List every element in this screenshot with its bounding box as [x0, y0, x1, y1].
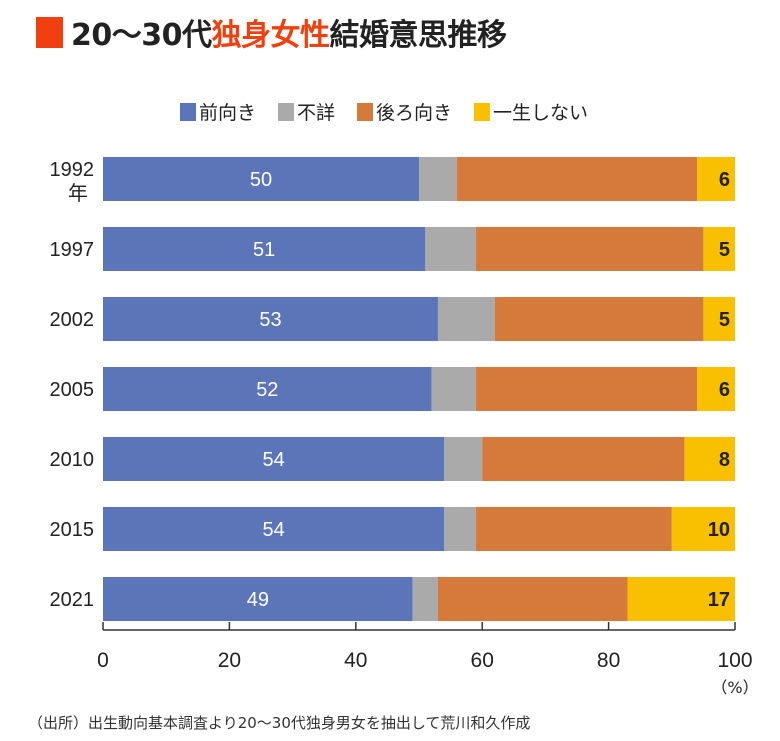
bar-segment [103, 367, 432, 411]
data-label: 49 [247, 589, 269, 611]
category-label-suffix: 年 [68, 181, 88, 205]
bar-segment [103, 507, 445, 551]
bar-segment [494, 297, 704, 341]
legend-label: 不詳 [297, 102, 336, 124]
category-label: 2010 [50, 449, 95, 471]
data-label: 51 [253, 239, 275, 261]
data-label: 53 [259, 309, 281, 331]
title-prefix: 20〜30代 [71, 18, 212, 53]
bar-segment [703, 227, 735, 271]
bar-segment [627, 577, 735, 621]
bar-segment [475, 367, 698, 411]
bar-segment [475, 507, 672, 551]
bar-segment [103, 157, 419, 201]
bar-segment [437, 577, 628, 621]
title-highlight: 独身女性 [211, 18, 331, 53]
bar-segment [475, 227, 704, 271]
category-label: 1997 [50, 239, 95, 261]
x-tick-label: 40 [344, 649, 367, 672]
bar-segment [437, 297, 495, 341]
bar-segment [419, 157, 457, 201]
x-unit-label: （%） [711, 678, 758, 697]
data-label: 54 [263, 449, 285, 471]
legend-item: 一生しない [474, 98, 588, 125]
x-tick-label: 80 [597, 649, 620, 672]
chart-title: 20〜30代 独身女性 結婚意思推移 [36, 10, 507, 54]
bar-segment [697, 367, 735, 411]
title-marker [36, 16, 63, 48]
bar-segment [103, 297, 438, 341]
legend-item: 不詳 [278, 98, 335, 125]
legend-label: 前向き [199, 102, 257, 124]
category-label: 2002 [50, 309, 95, 331]
bar-segment [703, 297, 735, 341]
data-label: 17 [708, 589, 730, 611]
category-label: 2021 [50, 589, 95, 611]
data-label: 6 [719, 379, 730, 401]
legend-swatch [278, 102, 295, 121]
category-label: 2005 [50, 379, 95, 401]
category-label: 2015 [50, 519, 95, 541]
category-label: 1992 [50, 159, 95, 181]
bar-segment [425, 227, 476, 271]
bar-segment [456, 157, 698, 201]
legend-swatch [357, 102, 374, 121]
bar-segment [697, 157, 735, 201]
legend: 前向き 不詳 後ろ向き 一生しない [180, 98, 588, 125]
bar-segment [103, 437, 445, 481]
data-label: 5 [719, 309, 730, 331]
data-label: 6 [719, 169, 730, 191]
x-tick-label: 0 [97, 649, 109, 672]
x-tick-label: 100 [717, 649, 752, 672]
data-label: 5 [719, 239, 730, 261]
data-label: 50 [250, 169, 272, 191]
bar-segment [444, 507, 476, 551]
data-label: 8 [719, 449, 730, 471]
source-note: （出所）出生動向基本調査より20〜30代独身男女を抽出して荒川和久作成 [28, 714, 531, 732]
bar-segment [671, 507, 735, 551]
bar-segment [431, 367, 476, 411]
legend-item: 後ろ向き [357, 98, 452, 125]
legend-swatch [474, 102, 491, 121]
bar-segment [103, 227, 426, 271]
data-label: 52 [256, 379, 278, 401]
bar-segment [482, 437, 685, 481]
bar-segment [103, 577, 413, 621]
legend-label: 一生しない [493, 102, 589, 124]
x-tick-label: 20 [218, 649, 241, 672]
bar-segment [412, 577, 438, 621]
bar-segment [684, 437, 735, 481]
data-label: 54 [263, 519, 285, 541]
bar-segment [444, 437, 483, 481]
x-tick-label: 60 [471, 649, 494, 672]
legend-label: 後ろ向き [376, 102, 453, 124]
title-suffix: 結婚意思推移 [329, 18, 508, 53]
data-label: 10 [708, 519, 730, 541]
legend-item: 前向き [180, 98, 256, 125]
legend-swatch [180, 102, 196, 121]
